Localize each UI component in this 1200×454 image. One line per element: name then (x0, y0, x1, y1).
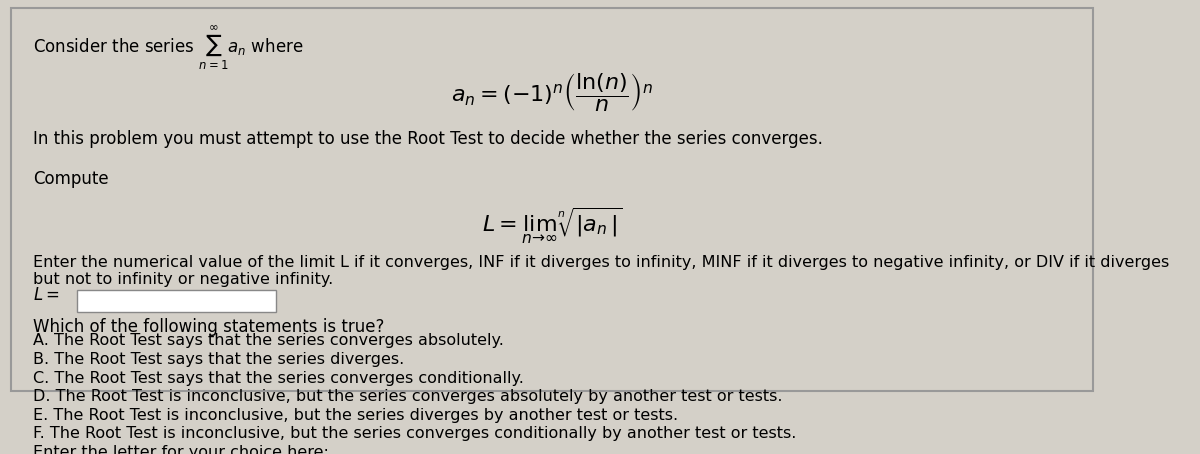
Text: B. The Root Test says that the series diverges.: B. The Root Test says that the series di… (34, 352, 404, 367)
FancyBboxPatch shape (11, 8, 1093, 390)
Text: $L = $: $L = $ (34, 286, 60, 304)
Text: Enter the letter for your choice here:: Enter the letter for your choice here: (34, 445, 329, 454)
Text: E. The Root Test is inconclusive, but the series diverges by another test or tes: E. The Root Test is inconclusive, but th… (34, 408, 678, 423)
Text: C. The Root Test says that the series converges conditionally.: C. The Root Test says that the series co… (34, 370, 524, 385)
Text: Enter the numerical value of the limit L if it converges, INF if it diverges to : Enter the numerical value of the limit L… (34, 255, 1169, 287)
Text: Which of the following statements is true?: Which of the following statements is tru… (34, 318, 384, 336)
Text: Consider the series $\sum_{n=1}^{\infty} a_n$ where: Consider the series $\sum_{n=1}^{\infty}… (34, 24, 304, 72)
Text: A. The Root Test says that the series converges absolutely.: A. The Root Test says that the series co… (34, 333, 504, 348)
Text: In this problem you must attempt to use the Root Test to decide whether the seri: In this problem you must attempt to use … (34, 130, 823, 148)
Text: $L = \lim_{n \to \infty} \sqrt[n]{|a_n|}$: $L = \lim_{n \to \infty} \sqrt[n]{|a_n|}… (481, 205, 623, 246)
FancyBboxPatch shape (77, 290, 276, 312)
Text: F. The Root Test is inconclusive, but the series converges conditionally by anot: F. The Root Test is inconclusive, but th… (34, 426, 797, 441)
FancyBboxPatch shape (259, 431, 359, 448)
Text: D. The Root Test is inconclusive, but the series converges absolutely by another: D. The Root Test is inconclusive, but th… (34, 389, 782, 404)
Text: $a_n = (-1)^n\left(\dfrac{\ln(n)}{n}\right)^n$: $a_n = (-1)^n\left(\dfrac{\ln(n)}{n}\rig… (451, 71, 653, 113)
Text: Compute: Compute (34, 170, 109, 188)
